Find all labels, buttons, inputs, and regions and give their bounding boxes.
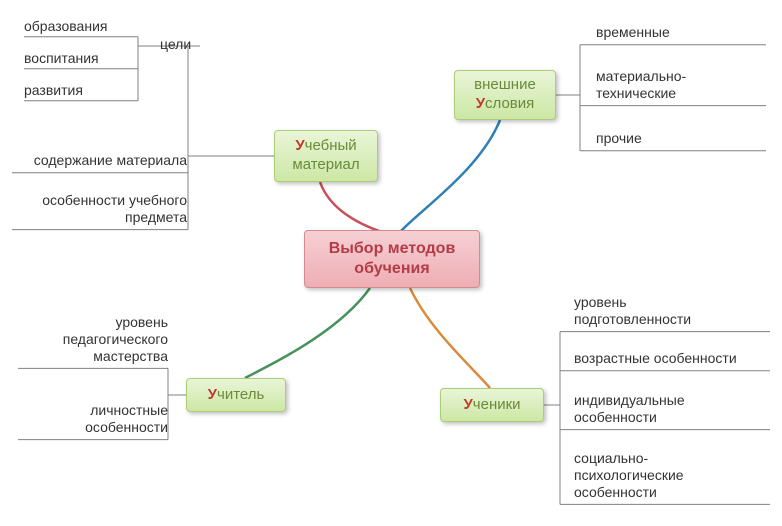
branch-conditions: внешние Условия	[454, 70, 556, 120]
leaf-label: временные	[596, 24, 766, 41]
branch-accent: У	[476, 95, 485, 112]
leaf-label: материально- технические	[596, 68, 766, 102]
extension-item: воспитания	[24, 50, 138, 67]
branch-label: Учебный материал	[292, 137, 359, 175]
extension-label: цели	[160, 36, 191, 53]
branch-accent: У	[463, 396, 472, 413]
center-node: Выбор методов обучения	[304, 230, 480, 288]
leaf-label: социально- психологические особенности	[574, 450, 770, 500]
branch-label: внешние Условия	[474, 76, 536, 114]
branch-accent: У	[295, 137, 304, 154]
branch-material: Учебный материал	[274, 130, 378, 182]
leaf-label: уровень подготовленности	[574, 294, 770, 328]
branch-prefix: внешние	[474, 76, 536, 93]
leaf-label: особенности учебного предмета	[12, 192, 187, 226]
leaf-label: уровень педагогического мастерства	[18, 314, 168, 364]
branch-label: Учитель	[208, 386, 265, 405]
extension-item: образования	[24, 18, 138, 35]
diagram-canvas: Выбор методов обучения Учебный материал со…	[0, 0, 782, 526]
leaf-label: личностные особенности	[18, 402, 168, 436]
leaf-label: содержание материала	[12, 152, 187, 169]
leaf-label: возрастные особенности	[574, 350, 770, 367]
center-label: Выбор методов обучения	[329, 239, 456, 279]
branch-rest: читель	[217, 386, 264, 403]
leaf-label: индивидуальные особенности	[574, 392, 770, 426]
leaf-label: прочие	[596, 130, 766, 147]
branch-label: Ученики	[463, 396, 520, 415]
extension-item: развития	[24, 82, 138, 99]
branch-students: Ученики	[440, 388, 544, 422]
branch-rest: словия	[485, 95, 534, 112]
branch-accent: У	[208, 386, 217, 403]
branch-rest: ченики	[473, 396, 521, 413]
branch-teacher: Учитель	[186, 378, 286, 412]
